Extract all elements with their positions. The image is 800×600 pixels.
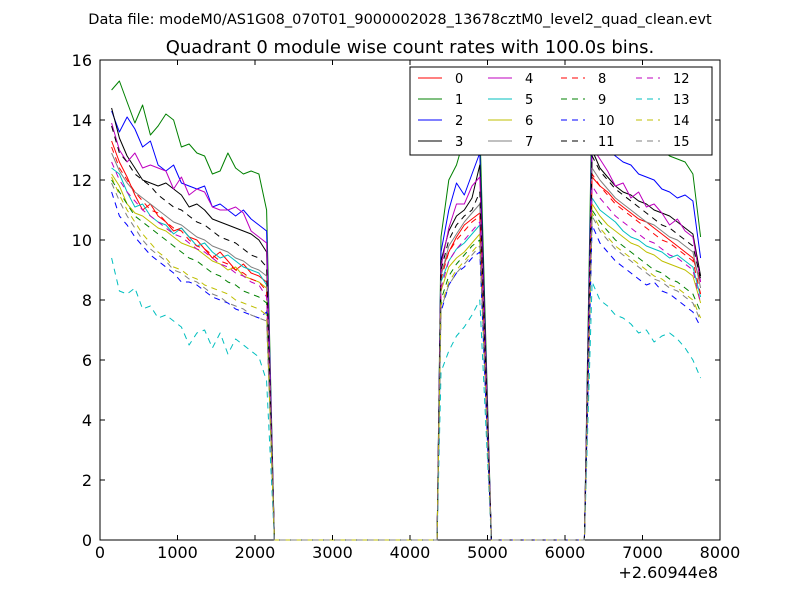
legend-label-7: 7 [525,135,533,150]
y-tick-label: 12 [72,171,92,190]
series-line-14 [111,176,702,541]
series-line-3 [111,107,702,541]
legend-label-12: 12 [673,72,690,87]
x-tick-label: 0 [95,543,105,562]
series-line-9 [111,179,702,541]
x-tick-label: 3000 [312,543,353,562]
x-tick-label: 8000 [700,543,741,562]
x-tick-label: 7000 [622,543,663,562]
y-tick-label: 0 [82,531,92,550]
series-line-6 [111,173,702,541]
legend-box [409,66,713,156]
y-tick-label: 6 [82,351,92,370]
axis-ticks: 0 1000 2000 3000 4000 5000 6000 7000 80000246810… [72,51,741,562]
legend-label-5: 5 [525,93,533,108]
series-line-2 [111,110,702,541]
y-tick-label: 2 [82,471,92,490]
legend-label-10: 10 [598,114,615,129]
legend-label-13: 13 [673,93,690,108]
y-tick-label: 14 [72,111,92,130]
legend-label-15: 15 [673,135,690,150]
x-tick-label: 5000 [467,543,508,562]
legend-label-8: 8 [598,72,606,87]
series-line-15 [111,182,702,541]
series-line-5 [111,167,702,541]
legend-label-0: 0 [455,72,463,87]
series-line-7 [111,152,702,541]
legend-label-1: 1 [455,93,463,108]
series-line-13 [111,257,702,541]
x-tick-label: 6000 [545,543,586,562]
legend-label-2: 2 [455,114,463,129]
y-tick-label: 4 [82,411,92,430]
series-line-11 [111,125,702,541]
legend-label-3: 3 [455,135,463,150]
legend-label-6: 6 [525,114,533,129]
legend-label-4: 4 [525,72,533,87]
x-tick-label: 4000 [390,543,431,562]
x-tick-label: 1000 [157,543,198,562]
legend-label-11: 11 [598,135,615,150]
y-tick-label: 16 [72,51,92,70]
data-file-label: Data file: modeM0/AS1G08_070T01_90000020… [88,12,712,28]
legend-label-9: 9 [598,93,606,108]
series-layer [111,80,702,541]
series-line-12 [111,161,702,541]
legend-label-14: 14 [673,114,690,129]
x-tick-label: 2000 [235,543,276,562]
x-offset-label: +2.60944e8 [618,563,718,582]
y-tick-label: 10 [72,231,92,250]
chart-title: Quadrant 0 module wise count rates with … [166,37,655,58]
y-tick-label: 8 [82,291,92,310]
